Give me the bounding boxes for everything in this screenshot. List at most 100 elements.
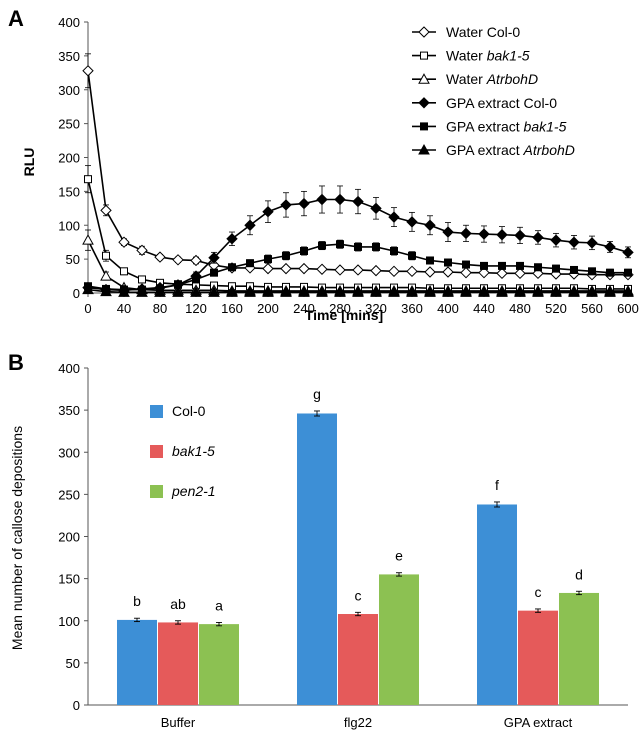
panel-b-bar	[297, 413, 337, 705]
panel-a-data-point	[192, 275, 200, 284]
panel-a-data-point	[568, 286, 580, 297]
panel-b-y-tick-label: 50	[66, 656, 80, 671]
panel-a-x-tick-label: 600	[617, 301, 639, 316]
panel-a-data-point	[622, 286, 634, 297]
panel-a-data-point	[120, 267, 128, 276]
panel-b-bar	[158, 622, 198, 705]
panel-a-y-tick-label: 350	[58, 49, 80, 64]
panel-a-legend-label-prefix: Water	[446, 24, 487, 40]
panel-a-data-point	[318, 241, 326, 250]
panel-b-bar	[117, 619, 157, 705]
panel-a-x-axis-title: Time [mins]	[305, 307, 383, 323]
panel-a-legend-label-suffix: AtrbohD	[523, 142, 575, 158]
panel-b-legend-item: bak1-5	[150, 443, 215, 459]
panel-a-data-point	[370, 286, 382, 297]
panel-a-data-point	[388, 211, 400, 223]
panel-b-y-tick-label: 150	[58, 572, 80, 587]
panel-b-y-tick-labels: 0 50 100 150 200 250 300 350 400	[58, 361, 80, 713]
panel-a: A 0 50 100 150 200 250 300 350 400 0 40 80 120 160 20…	[8, 6, 639, 323]
panel-a-legend-swatch-marker	[418, 73, 430, 84]
panel-a-y-tick-label: 400	[58, 15, 80, 30]
panel-a-data-point	[588, 267, 596, 276]
panel-a-x-tick-label: 0	[84, 301, 91, 316]
panel-a-data-point	[460, 266, 472, 279]
panel-b-legend-label: Col-0	[172, 403, 206, 419]
panel-a-data-point	[552, 264, 560, 273]
panel-b-bars: b ab a g c e f c d	[117, 386, 599, 705]
panel-a-x-tick-label: 440	[473, 301, 495, 316]
panel-a-legend-item: GPA extract AtrbohD	[412, 142, 575, 158]
panel-a-legend-label: GPA extract AtrbohD	[446, 142, 575, 158]
panel-a-data-point	[264, 255, 272, 264]
panel-b-significance-letter: e	[395, 548, 403, 564]
panel-a-data-point	[226, 233, 238, 245]
panel-a-data-point	[154, 251, 166, 263]
panel-a-data-point	[388, 265, 400, 278]
panel-a-data-point	[208, 286, 220, 297]
panel-a-data-point	[280, 199, 292, 211]
panel-a-data-point	[154, 286, 166, 297]
panel-b-bar	[338, 614, 378, 705]
panel-b-legend: Col-0 bak1-5 pen2-1	[150, 403, 216, 499]
panel-a-data-point	[298, 286, 310, 297]
panel-b-bar-group: f	[477, 477, 517, 705]
panel-a-data-point	[280, 286, 292, 297]
panel-b-y-tick-label: 350	[58, 403, 80, 418]
panel-a-data-point	[424, 266, 436, 278]
panel-b-legend-swatch	[150, 445, 163, 458]
panel-a-data-point	[534, 263, 542, 272]
panel-a-data-point	[624, 268, 632, 277]
panel-a-legend-item: Water Col-0	[412, 24, 520, 40]
panel-a-x-tick-label: 80	[153, 301, 167, 316]
panel-b-significance-letter: d	[575, 566, 583, 582]
panel-a-data-point	[424, 219, 436, 231]
panel-a-data-point	[406, 216, 418, 228]
panel-b-bar-group: a	[199, 597, 239, 705]
panel-a-data-point	[424, 286, 436, 297]
panel-a-legend-label-prefix: GPA extract	[446, 118, 524, 134]
panel-b-bar	[477, 504, 517, 705]
panel-a-data-point	[444, 258, 452, 267]
panel-a-legend-label: Water AtrbohD	[446, 71, 538, 87]
panel-a-data-point	[136, 286, 148, 297]
panel-a-data-point	[226, 286, 238, 297]
panel-a-data-point	[496, 229, 508, 241]
panel-b-significance-letter: b	[133, 593, 141, 609]
panel-a-data-point	[172, 254, 184, 266]
panel-a-data-point	[208, 252, 220, 264]
panel-a-data-point	[262, 286, 274, 297]
panel-a-legend-swatch-marker	[420, 51, 428, 60]
panel-a-data-point	[228, 263, 236, 272]
panel-a-data-point	[82, 234, 94, 245]
panel-a-data-point	[480, 261, 488, 270]
panel-b-category-label: Buffer	[161, 715, 196, 730]
panel-a-data-point	[442, 266, 454, 278]
panel-a-y-tick-label: 100	[58, 218, 80, 233]
panel-a-data-point	[84, 175, 92, 184]
panel-a-legend-label: GPA extract Col-0	[446, 95, 557, 111]
panel-a-data-point	[190, 286, 202, 297]
panel-a-x-tick-label: 360	[401, 301, 423, 316]
panel-a-x-tick-label: 320	[365, 301, 387, 316]
panel-a-series-3	[82, 185, 634, 296]
panel-a-data-point	[462, 260, 470, 269]
panel-a-data-point	[586, 237, 598, 249]
panel-a-y-axis-title: RLU	[21, 148, 37, 177]
panel-a-x-tick-label: 120	[185, 301, 207, 316]
panel-a-x-tick-label: 480	[509, 301, 531, 316]
panel-a-x-tick-label: 40	[117, 301, 131, 316]
panel-a-data-point	[406, 265, 418, 278]
panel-a-data-point	[370, 202, 382, 215]
panel-a-legend-label: GPA extract bak1-5	[446, 118, 567, 134]
panel-b-y-axis-title: Mean number of callose depositions	[9, 426, 25, 650]
panel-a-data-point	[370, 264, 382, 277]
panel-a-data-point	[372, 242, 380, 251]
panel-a-data-point	[138, 275, 146, 284]
panel-a-x-tick-label: 200	[257, 301, 279, 316]
panel-b-category-label: GPA extract	[504, 715, 573, 730]
panel-a-data-point	[570, 265, 578, 274]
panel-b-y-tick-label: 200	[58, 530, 80, 545]
panel-b-bar	[379, 574, 419, 705]
panel-a-data-point	[478, 286, 490, 297]
panel-a-data-point	[102, 251, 110, 260]
